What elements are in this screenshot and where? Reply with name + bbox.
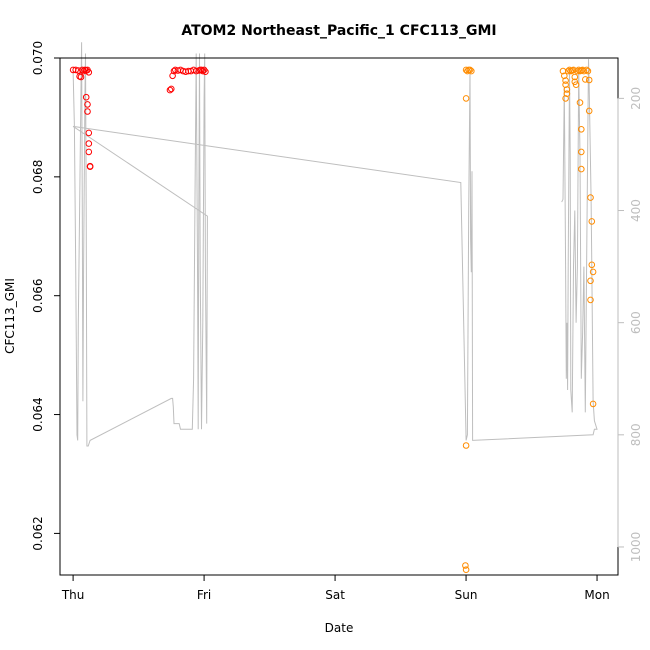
data-point bbox=[84, 101, 91, 108]
y2-tick-label: 200 bbox=[629, 87, 643, 110]
data-point bbox=[196, 66, 204, 74]
x-tick-label: Sat bbox=[325, 588, 345, 602]
data-point bbox=[585, 76, 593, 84]
data-point bbox=[85, 148, 93, 156]
data-point bbox=[562, 95, 569, 102]
x-axis: Thu Fri Sat Sun Mon bbox=[61, 574, 610, 602]
data-point bbox=[77, 73, 85, 81]
y-axis-left: 0.062 0.064 0.066 0.068 0.070 bbox=[31, 41, 61, 551]
data-point bbox=[561, 72, 568, 80]
x-axis-label: Date bbox=[325, 621, 354, 635]
data-point bbox=[169, 72, 176, 80]
data-point bbox=[587, 296, 594, 304]
data-point bbox=[562, 81, 569, 88]
data-points-layer bbox=[69, 66, 597, 574]
data-point bbox=[84, 108, 91, 115]
data-point bbox=[578, 148, 585, 156]
data-point bbox=[200, 66, 208, 74]
y-axis-label: CFC113_GMI bbox=[3, 278, 17, 354]
x-tick-label: Thu bbox=[61, 588, 85, 602]
data-point bbox=[168, 85, 175, 93]
data-point bbox=[566, 66, 573, 74]
data-point bbox=[589, 268, 597, 276]
data-point bbox=[582, 76, 589, 83]
data-point bbox=[85, 69, 93, 76]
data-point bbox=[588, 261, 596, 269]
data-point bbox=[72, 66, 79, 74]
data-point bbox=[572, 81, 580, 88]
x-tick-label: Mon bbox=[584, 588, 609, 602]
data-point bbox=[578, 165, 585, 173]
data-point bbox=[571, 73, 579, 81]
data-point bbox=[462, 442, 470, 449]
y-tick-label: 0.062 bbox=[31, 516, 45, 550]
y-axis-right: 200 400 600 800 1000 bbox=[617, 87, 643, 563]
data-point bbox=[466, 66, 474, 74]
y-tick-label: 0.070 bbox=[31, 41, 45, 75]
data-point bbox=[578, 126, 585, 133]
y2-tick-label: 400 bbox=[629, 199, 643, 222]
data-point bbox=[563, 86, 571, 93]
data-point bbox=[85, 140, 93, 147]
x-tick-label: Fri bbox=[197, 588, 211, 602]
data-point bbox=[583, 66, 590, 74]
x-tick-label: Sun bbox=[455, 588, 478, 602]
y2-tick-label: 600 bbox=[629, 311, 643, 334]
y-tick-label: 0.064 bbox=[31, 397, 45, 431]
data-point bbox=[86, 163, 94, 170]
data-point bbox=[462, 562, 469, 569]
data-point bbox=[563, 90, 571, 97]
data-point bbox=[468, 67, 475, 75]
data-point bbox=[82, 93, 90, 101]
data-point bbox=[587, 194, 594, 201]
data-point bbox=[170, 67, 178, 75]
y-tick-label: 0.066 bbox=[31, 279, 45, 313]
data-point bbox=[585, 107, 593, 115]
y-tick-label: 0.068 bbox=[31, 160, 45, 194]
data-point bbox=[576, 99, 584, 106]
data-point bbox=[166, 86, 174, 94]
data-point bbox=[584, 67, 592, 75]
data-point bbox=[462, 95, 470, 102]
y2-tick-label: 1000 bbox=[629, 532, 643, 563]
chart-title: ATOM2 Northeast_Pacific_1 CFC113_GMI bbox=[181, 23, 496, 39]
data-point bbox=[562, 77, 569, 84]
data-point bbox=[587, 277, 594, 285]
data-point bbox=[85, 129, 93, 137]
y2-tick-label: 800 bbox=[629, 423, 643, 446]
data-point bbox=[462, 566, 470, 574]
data-point bbox=[589, 400, 597, 408]
data-point bbox=[588, 218, 596, 225]
